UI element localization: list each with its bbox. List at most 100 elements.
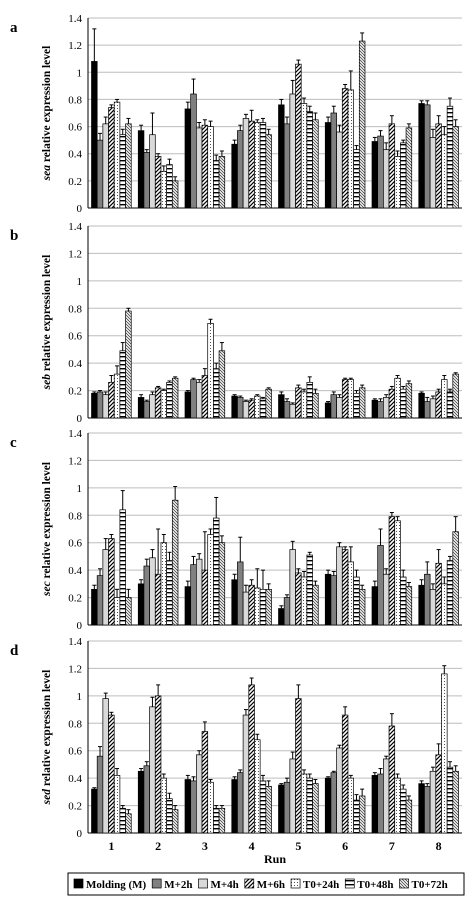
chart-panel-b: 0 0.2 0.4 0.6 0.8 1 1.2 1.4 b seb relative expres… [10, 221, 462, 425]
bar-c-run8-s2 [429, 588, 437, 626]
bar-a-run5-s1 [283, 123, 291, 209]
legend-label-3: M+6h [257, 879, 285, 891]
bar-c-run2-s6 [171, 499, 179, 626]
y-tick-label: 0.8 [68, 303, 82, 315]
y-tick-label: 1.4 [68, 13, 82, 25]
legend-swatch-1 [151, 878, 162, 889]
bar-b-run4-s2 [242, 401, 250, 419]
y-tick-label: 1 [77, 67, 83, 79]
bar-d-run7-s5 [400, 788, 407, 834]
panel-label: d [10, 643, 19, 659]
bar-a-run8-s1 [424, 104, 431, 209]
y-tick-label: 0.2 [68, 801, 82, 813]
y-tick-label: 1.4 [68, 636, 82, 648]
bar-c-run4-s4 [254, 587, 261, 626]
bar-d-run4-s0 [231, 779, 238, 834]
legend-swatch-4 [290, 878, 301, 889]
bar-b-run4-s3 [248, 399, 255, 419]
bar-a-run5-s6 [312, 119, 319, 209]
bar-b-run5-s1 [283, 401, 291, 419]
bar-c-run3-s3 [201, 569, 209, 626]
bar-b-run7-s3 [388, 388, 396, 419]
y-tick-label: 1.2 [68, 663, 82, 675]
bar-c-run5-s2 [289, 549, 296, 626]
bar-a-run5-s5 [306, 111, 313, 209]
legend-swatch-5 [344, 878, 355, 889]
bar-b-run3-s0 [184, 391, 192, 419]
chart-panel-d: 0 0.2 0.4 0.6 0.8 1 1.2 1.4 d sed relative expres… [10, 636, 462, 866]
bar-a-run4-s2 [242, 118, 250, 209]
bar-a-run3-s1 [190, 93, 197, 209]
bar-a-run3-s5 [213, 160, 220, 209]
bar-d-run1-s2 [102, 698, 109, 834]
bar-c-run4-s5 [259, 588, 267, 626]
y-tick-label: 1 [77, 691, 83, 703]
bar-b-run6-s3 [341, 379, 349, 419]
bar-b-run4-s5 [259, 398, 267, 419]
bar-b-run2-s2 [149, 394, 156, 419]
bar-b-run5-s5 [306, 381, 313, 419]
bar-c-run8-s3 [435, 562, 442, 626]
bar-c-run3-s4 [207, 534, 214, 626]
x-tick-label: 8 [436, 839, 442, 853]
bar-a-run3-s0 [184, 108, 192, 209]
bar-b-run2-s6 [171, 377, 179, 419]
panel-label: c [10, 435, 17, 451]
bar-d-run3-s4 [207, 781, 214, 834]
bar-c-run5-s0 [278, 608, 285, 626]
bar-c-run7-s3 [388, 516, 396, 626]
bar-c-run5-s6 [312, 584, 319, 626]
y-tick-label: 1.2 [68, 40, 82, 52]
bar-c-run8-s4 [441, 583, 448, 626]
bar-b-run2-s0 [137, 397, 145, 419]
bar-c-run7-s6 [405, 586, 413, 626]
legend-label-0: Molding (M) [86, 879, 147, 891]
bar-a-run6-s2 [336, 131, 343, 209]
bar-b-run8-s2 [429, 398, 437, 419]
legend-label-6: T0+72h [412, 879, 448, 891]
y-axis-gene: sec [41, 581, 53, 597]
y-axis-label: sed relative expression level [41, 670, 53, 806]
bar-d-run6-s3 [341, 714, 349, 834]
y-axis-gene: sed [41, 789, 53, 806]
chart-panel-a: 0 0.2 0.4 0.6 0.8 1 1.2 1.4 a sea relative expres… [10, 13, 462, 215]
bar-b-run2-s5 [166, 381, 173, 419]
bar-d-run5-s1 [283, 781, 291, 834]
bar-a-run8-s5 [446, 105, 454, 209]
bar-a-run6-s1 [330, 112, 337, 209]
bar-d-run1-s6 [125, 813, 132, 834]
bar-d-run1-s1 [96, 755, 104, 834]
bar-b-run2-s3 [154, 387, 162, 419]
bar-d-run3-s0 [184, 779, 192, 834]
bar-c-run1-s1 [96, 575, 104, 626]
bar-b-run2-s1 [143, 401, 150, 419]
bar-d-run5-s5 [306, 777, 313, 834]
bar-a-run5-s4 [300, 103, 308, 209]
bar-d-run4-s6 [265, 786, 272, 834]
y-tick-label: 0.6 [68, 122, 82, 134]
bar-c-run2-s2 [149, 557, 156, 626]
bar-c-run2-s1 [143, 565, 150, 626]
bar-d-run2-s3 [154, 695, 162, 834]
bar-a-run5-s3 [295, 63, 302, 209]
bar-b-run1-s3 [108, 381, 115, 419]
x-axis-title: Run [264, 852, 286, 866]
legend-swatch-0 [73, 878, 84, 889]
bar-d-run6-s5 [353, 799, 360, 834]
bar-c-run1-s4 [113, 597, 121, 626]
bar-d-run6-s4 [347, 777, 354, 834]
bar-b-run4-s0 [231, 395, 238, 419]
x-tick-label: 2 [155, 839, 161, 853]
x-tick-label: 6 [342, 839, 348, 853]
bar-a-run4-s3 [248, 120, 255, 209]
bar-a-run3-s4 [207, 126, 214, 209]
bar-d-run5-s0 [278, 784, 285, 834]
panel-label: b [10, 228, 18, 244]
bar-a-run1-s4 [113, 101, 121, 209]
x-tick-label: 7 [389, 839, 395, 853]
bar-a-run2-s2 [149, 134, 156, 209]
bar-d-run2-s4 [160, 777, 167, 834]
y-tick-label: 0.6 [68, 538, 82, 550]
bar-d-run2-s0 [137, 770, 145, 834]
bar-a-run8-s2 [429, 137, 437, 209]
